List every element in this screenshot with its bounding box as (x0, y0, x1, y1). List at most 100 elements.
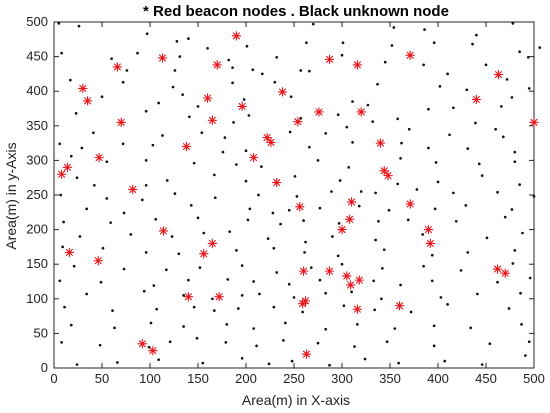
unknown-node-dot (212, 173, 216, 177)
unknown-node-dot (474, 121, 477, 125)
unknown-node-dot (301, 310, 304, 314)
unknown-node-dot (212, 309, 216, 312)
unknown-node-dot (111, 309, 114, 312)
unknown-node-dot (289, 95, 293, 99)
unknown-node-dot (311, 22, 315, 26)
unknown-node-dot (466, 147, 470, 150)
beacon-node-marker (62, 162, 73, 173)
unknown-node-dot (430, 279, 434, 283)
unknown-node-dot (350, 290, 353, 294)
unknown-node-dot (109, 221, 112, 225)
unknown-node-dot (164, 268, 168, 272)
beacon-node-marker (212, 60, 222, 70)
unknown-node-dot (272, 305, 276, 309)
unknown-node-dot (505, 78, 509, 81)
beacon-node-marker (116, 117, 126, 128)
unknown-node-dot (513, 150, 517, 154)
x-tick-label: 0 (50, 371, 57, 386)
unknown-node-dot (324, 291, 328, 295)
unknown-node-dot (422, 264, 425, 268)
unknown-node-dot (519, 291, 522, 295)
unknown-node-dot (459, 269, 463, 272)
unknown-node-dot (476, 292, 479, 296)
beacon-node-marker (324, 54, 335, 65)
x-tick-label: 500 (523, 371, 545, 386)
beacon-node-marker (492, 264, 503, 274)
unknown-node-dot (247, 114, 251, 117)
unknown-node-dot (527, 340, 531, 344)
plot-area (53, 21, 535, 369)
unknown-node-dot (152, 284, 156, 288)
beacon-node-marker (344, 214, 355, 224)
unknown-node-dot (485, 236, 489, 240)
unknown-node-dot (288, 130, 292, 134)
beacon-node-marker (356, 107, 366, 117)
y-tick-label: 300 (26, 152, 48, 167)
beacon-node-marker (337, 224, 347, 235)
unknown-node-dot (366, 103, 370, 107)
unknown-node-dot (85, 292, 88, 296)
unknown-node-dot (377, 219, 380, 223)
unknown-node-dot (140, 198, 144, 202)
unknown-node-dot (85, 207, 88, 211)
unknown-node-dot (201, 361, 205, 365)
unknown-node-dot (100, 95, 104, 99)
unknown-node-dot (500, 105, 503, 108)
unknown-node-dot (142, 289, 146, 293)
unknown-node-dot (59, 193, 63, 197)
unknown-node-dot (240, 356, 244, 360)
unknown-node-dot (235, 163, 238, 166)
unknown-node-dot (284, 321, 287, 325)
x-tick-label: 100 (139, 371, 161, 386)
unknown-node-dot (251, 68, 255, 72)
beacon-node-marker (493, 69, 504, 80)
beacon-node-marker (423, 224, 434, 235)
unknown-node-dot (342, 304, 346, 308)
beacon-node-marker (352, 304, 363, 314)
unknown-node-dot (240, 264, 244, 267)
unknown-node-dot (62, 220, 65, 224)
unknown-node-dot (316, 341, 320, 345)
unknown-node-dot (260, 165, 263, 168)
x-tick-label: 50 (95, 371, 109, 386)
unknown-node-dot (511, 262, 515, 265)
unknown-node-dot (501, 135, 505, 139)
unknown-node-dot (513, 249, 517, 252)
unknown-node-dot (145, 32, 149, 36)
unknown-node-dot (538, 46, 542, 49)
unknown-node-dot (292, 296, 296, 299)
unknown-node-dot (480, 363, 484, 366)
unknown-node-dot (496, 280, 499, 284)
beacon-node-marker (137, 339, 148, 349)
unknown-node-dot (287, 208, 291, 212)
unknown-node-dot (165, 179, 169, 182)
x-tick-label: 400 (427, 371, 449, 386)
unknown-node-dot (480, 174, 484, 177)
unknown-node-dot (206, 46, 209, 50)
unknown-node-dot (177, 252, 181, 256)
unknown-node-dot (69, 323, 73, 327)
unknown-node-dot (432, 324, 436, 328)
y-tick-label: 50 (34, 325, 48, 340)
unknown-node-dot (376, 82, 379, 86)
unknown-node-dot (213, 196, 217, 200)
unknown-node-dot (245, 44, 249, 48)
beacon-node-marker (262, 132, 272, 143)
beacon-node-marker (375, 138, 386, 148)
beacon-node-marker (64, 247, 75, 258)
unknown-node-dot (521, 231, 524, 235)
y-tick-label: 400 (26, 83, 48, 98)
unknown-node-dot (330, 190, 333, 193)
y-axis-label: Area(m) in y-Axis (3, 142, 19, 249)
unknown-node-dot (374, 238, 377, 242)
beacon-node-marker (425, 238, 436, 249)
unknown-node-dot (105, 160, 109, 164)
unknown-node-dot (110, 57, 113, 61)
unknown-node-dot (484, 63, 488, 67)
unknown-node-dot (524, 354, 527, 357)
unknown-node-dot (340, 53, 344, 57)
beacon-node-marker (127, 184, 138, 195)
unknown-node-dot (345, 125, 349, 129)
unknown-node-dot (477, 162, 481, 166)
unknown-node-dot (503, 215, 507, 219)
